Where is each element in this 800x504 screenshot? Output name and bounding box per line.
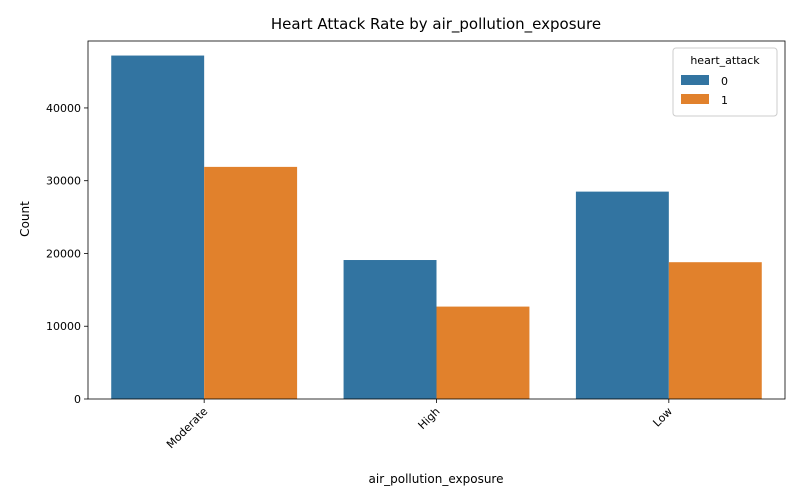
bar-moderate-0 — [111, 55, 205, 400]
y-tick-label: 0 — [74, 393, 81, 406]
axes-frame — [87, 40, 786, 400]
y-tick-label: 20000 — [46, 247, 81, 260]
chart-title: Heart Attack Rate by air_pollution_expos… — [271, 15, 601, 34]
legend-swatch-0 — [681, 75, 709, 85]
plot-area: 0 10000 20000 30000 40000 Moderate High Low — [46, 40, 786, 451]
bar-high-1 — [436, 306, 530, 399]
y-axis-label: Count — [18, 201, 32, 237]
bar-moderate-1 — [204, 166, 298, 399]
legend-title: heart_attack — [690, 54, 760, 67]
x-axis-label: air_pollution_exposure — [369, 472, 504, 486]
y-tick-label: 40000 — [46, 102, 81, 115]
bar-low-1 — [668, 262, 762, 399]
y-tick-label: 30000 — [46, 175, 81, 188]
legend: heart_attack 0 1 — [672, 47, 778, 117]
x-tick-label: Low — [650, 405, 675, 430]
bar-low-0 — [575, 191, 669, 399]
x-tick-label: Moderate — [164, 405, 210, 451]
x-tick-label: High — [416, 405, 443, 432]
bar-high-0 — [343, 260, 437, 399]
legend-label-0: 0 — [721, 75, 728, 88]
legend-label-1: 1 — [721, 94, 728, 107]
y-tick-label: 10000 — [46, 320, 81, 333]
legend-swatch-1 — [681, 94, 709, 104]
